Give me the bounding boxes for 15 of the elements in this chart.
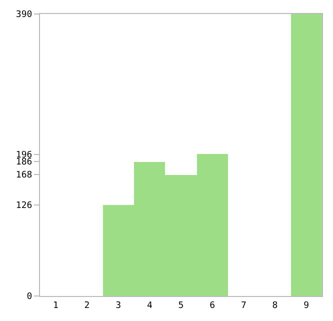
bar [291, 14, 322, 296]
x-tick-label: 7 [240, 300, 246, 311]
y-tick-label: 126 [16, 201, 32, 212]
x-tick-label: 6 [210, 300, 216, 311]
x-tick-label: 9 [304, 300, 310, 311]
x-tick-label: 8 [272, 300, 278, 311]
x-tick-label: 5 [178, 300, 184, 311]
y-tick-label: 0 [26, 292, 32, 302]
x-tick-label: 3 [116, 300, 122, 311]
x-tick-label: 4 [146, 300, 152, 311]
y-tick-label: 186 [16, 158, 32, 168]
y-tick-label: 390 [16, 10, 32, 20]
y-tick-label: 168 [16, 170, 32, 181]
x-tick-label: 2 [84, 300, 90, 311]
x-tick-label: 1 [52, 300, 58, 311]
